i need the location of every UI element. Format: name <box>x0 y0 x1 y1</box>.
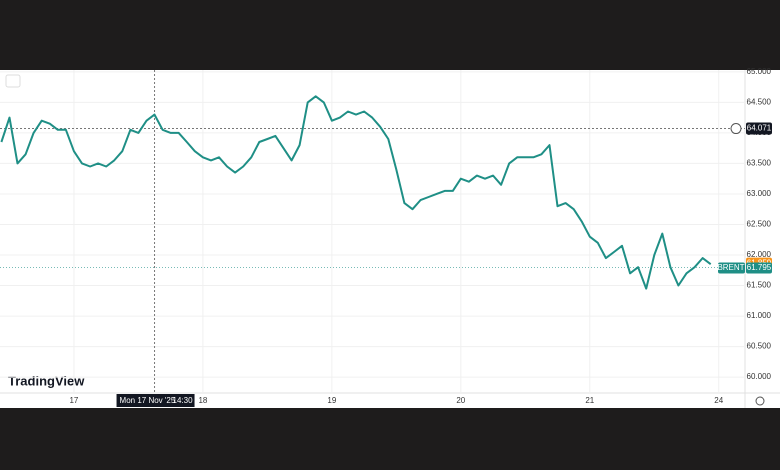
chart-background <box>0 70 780 408</box>
y-tick-label: 60.500 <box>747 342 772 351</box>
y-tick-label: 61.000 <box>747 311 772 320</box>
expand-button[interactable] <box>5 74 21 88</box>
x-tick-label: 18 <box>198 396 207 405</box>
crosshair-price-label: 64.071 <box>747 124 772 133</box>
crosshair-price-box <box>746 122 772 135</box>
y-tick-label: 62.500 <box>747 220 772 229</box>
y-tick-label: 63.000 <box>747 189 772 198</box>
y-tick-label: 63.500 <box>747 159 772 168</box>
settings-button[interactable] <box>755 396 765 406</box>
x-tick-label: 17 <box>69 396 78 405</box>
x-tick-label: 19 <box>327 396 336 405</box>
y-tick-label: 64.500 <box>747 97 772 106</box>
y-tick-label: 61.500 <box>747 281 772 290</box>
crosshair-date-label: Mon 17 Nov '25 <box>120 396 176 405</box>
plus-button <box>730 123 742 135</box>
price-line <box>0 95 712 290</box>
last-price-box <box>746 262 772 274</box>
series-name-label: BRENT <box>717 263 744 272</box>
x-tick-label: 24 <box>714 396 723 405</box>
y-tick-label: 60.000 <box>747 372 772 381</box>
crosshair-time-label: 14:30 <box>173 396 194 405</box>
last-price-label: 61.795 <box>747 263 772 272</box>
y-tick-label: 62.000 <box>747 250 772 259</box>
crosshair-date-box <box>116 394 195 407</box>
series-name-box <box>718 262 745 274</box>
x-tick-label: 20 <box>456 396 465 405</box>
y-tick-label: 65.000 <box>747 67 772 76</box>
x-tick-label: 21 <box>585 396 594 405</box>
